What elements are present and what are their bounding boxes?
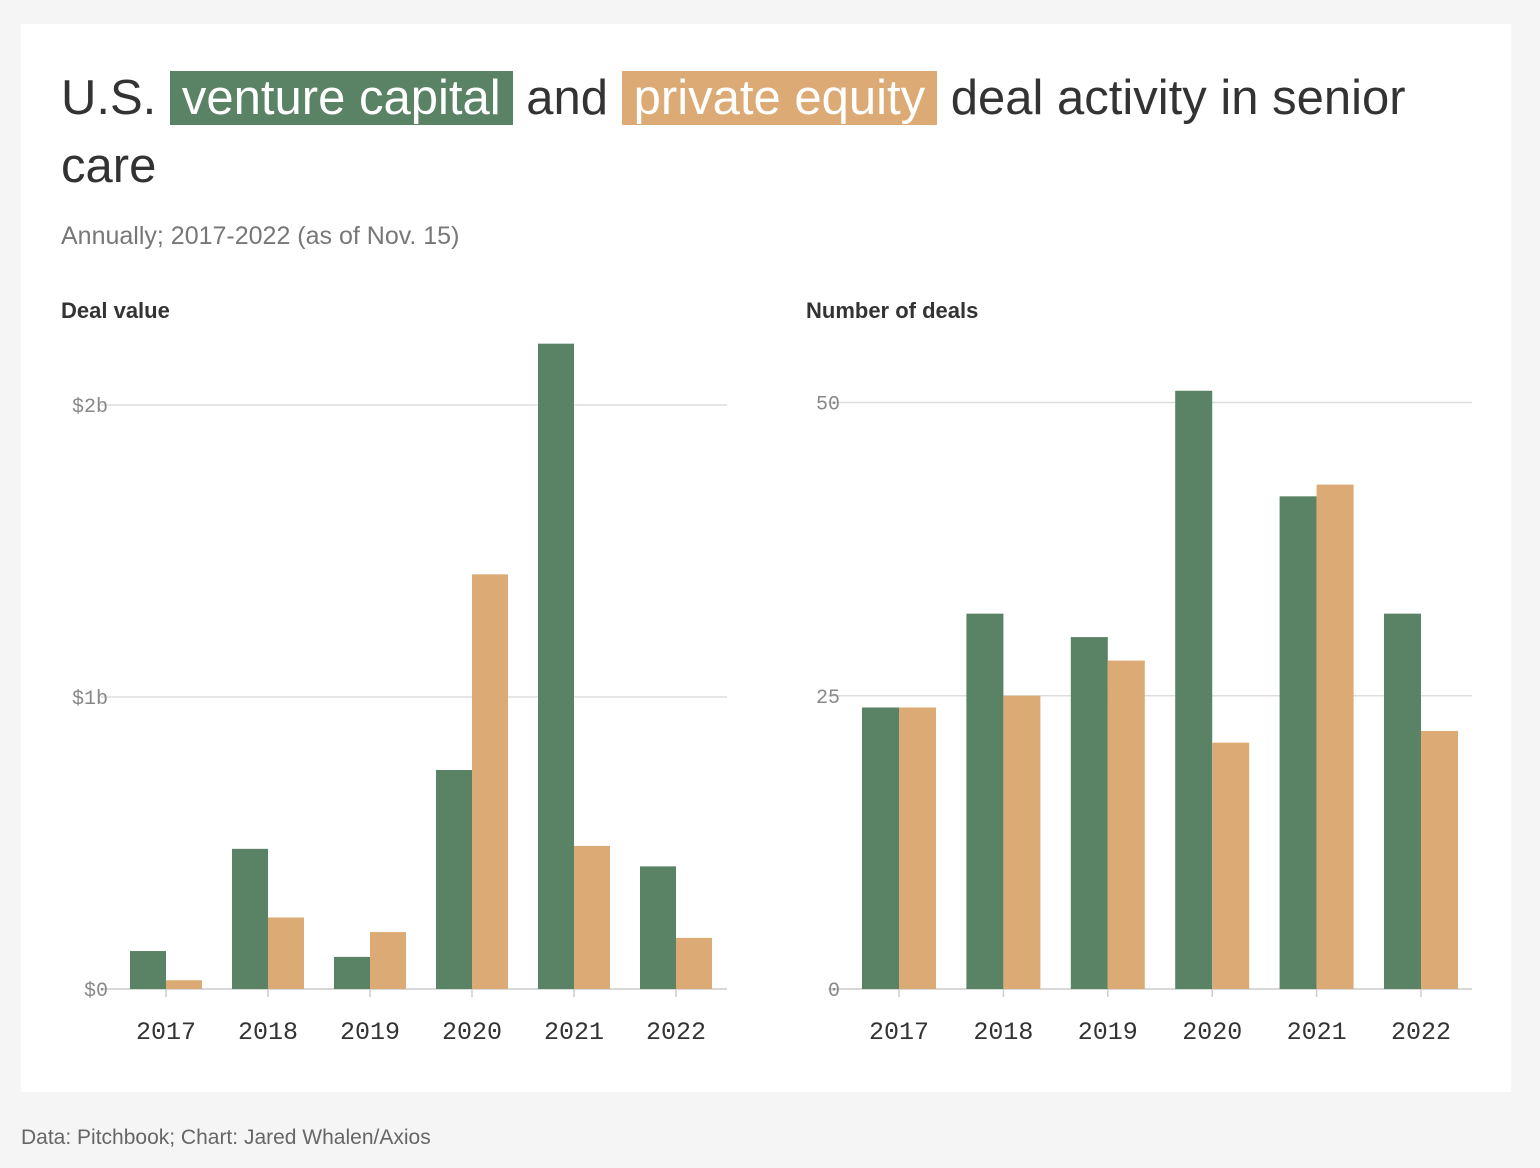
deal-value-bar-vc-2017: [130, 951, 166, 989]
panel-title-number-of-deals: Number of deals: [806, 298, 979, 323]
deal-value-xtick-label: 2020: [442, 1018, 502, 1047]
number-of-deals-bar-vc-2019: [1070, 637, 1108, 989]
title-prefix: U.S.: [61, 71, 157, 125]
number-of-deals-bar-pe-2021: [1316, 484, 1354, 989]
number-of-deals-bar-pe-2022: [1421, 730, 1458, 989]
number-of-deals-xtick-label: 2021: [1287, 1018, 1347, 1047]
chart-card: U.S. venture capital and private equity …: [21, 24, 1511, 1092]
chart-title: U.S. venture capital and private equity …: [61, 64, 1461, 200]
title-suffix: deal activity in senior care: [61, 71, 1406, 193]
number-of-deals-xtick-label: 2018: [973, 1018, 1033, 1047]
number-of-deals-xtick-label: 2020: [1182, 1018, 1242, 1047]
deal-value-bar-vc-2019: [334, 956, 370, 989]
deal-value-ytick-label: $2b: [72, 396, 108, 419]
deal-value-xtick-label: 2018: [238, 1018, 298, 1047]
deal-value-bar-pe-2021: [574, 845, 610, 989]
deal-value-bar-pe-2018: [268, 917, 304, 989]
title-highlight-private-equity: private equity: [621, 71, 938, 125]
source-credit: Data: Pitchbook; Chart: Jared Whalen/Axi…: [21, 1126, 431, 1149]
deal-value-bar-vc-2021: [538, 343, 574, 989]
deal-value-bar-vc-2022: [640, 866, 676, 989]
number-of-deals-bar-pe-2018: [1003, 695, 1041, 989]
number-of-deals-bar-vc-2022: [1384, 613, 1421, 989]
deal-value-ytick-label: $0: [84, 980, 108, 1003]
deal-value-xtick-label: 2019: [340, 1018, 400, 1047]
deal-value-bar-vc-2018: [232, 848, 268, 989]
deal-value-bar-vc-2020: [436, 770, 472, 989]
number-of-deals-bar-pe-2017: [899, 707, 936, 989]
deal-value-ytick-label: $1b: [72, 688, 108, 711]
deal-value-xtick-label: 2022: [646, 1018, 706, 1047]
deal-value-bar-pe-2020: [472, 574, 508, 989]
charts-svg: $0 $1b $2b 2017 2018 2019 2020 2021 2022 0 25 50 201…: [72, 343, 1472, 1047]
title-middle: and: [526, 71, 609, 125]
number-of-deals-bar-vc-2020: [1175, 390, 1213, 989]
number-of-deals-bar-vc-2018: [966, 613, 1004, 989]
chart-subtitle: Annually; 2017-2022 (as of Nov. 15): [61, 222, 460, 250]
number-of-deals-xtick-label: 2019: [1078, 1018, 1138, 1047]
number-of-deals-bar-pe-2020: [1212, 742, 1250, 989]
deal-value-xtick-label: 2021: [544, 1018, 604, 1047]
panel-title-deal-value: Deal value: [61, 298, 170, 323]
deal-value-bar-pe-2019: [370, 932, 406, 989]
number-of-deals-bar-vc-2021: [1279, 496, 1317, 989]
number-of-deals-ytick-label: 0: [828, 980, 840, 1003]
number-of-deals-xtick-label: 2017: [869, 1018, 929, 1047]
title-highlight-venture-capital: venture capital: [169, 71, 513, 125]
number-of-deals-bar-pe-2019: [1107, 660, 1145, 989]
number-of-deals-xtick-label: 2022: [1391, 1018, 1451, 1047]
number-of-deals-bar-vc-2017: [862, 707, 899, 989]
deal-value-bar-pe-2017: [166, 980, 202, 989]
deal-value-xtick-label: 2017: [136, 1018, 196, 1047]
deal-value-bar-pe-2022: [676, 937, 712, 989]
number-of-deals-ytick-label: 50: [816, 394, 840, 417]
number-of-deals-ytick-label: 25: [816, 687, 840, 710]
